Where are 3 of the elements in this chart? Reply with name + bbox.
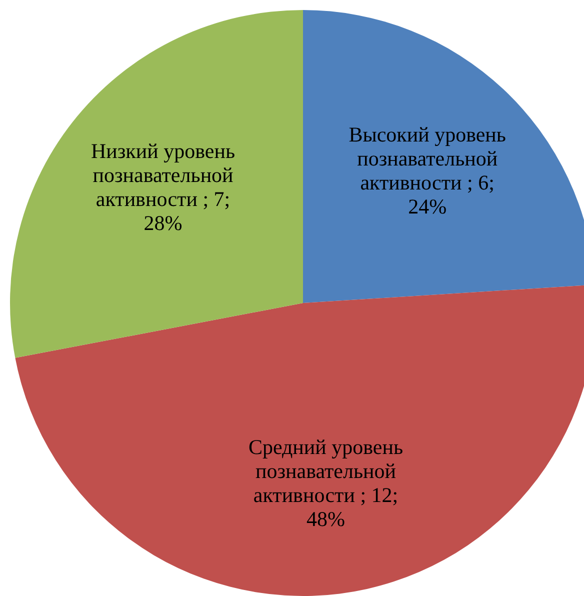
slice-label: Низкий уровень познавательной активности ; 7; 28% [90,139,236,236]
slice-label: Средний уровень познавательной активности ; 12; 48% [248,435,404,532]
slice-label: Высокий уровень познавательной активности ; 6; 24% [348,122,506,219]
